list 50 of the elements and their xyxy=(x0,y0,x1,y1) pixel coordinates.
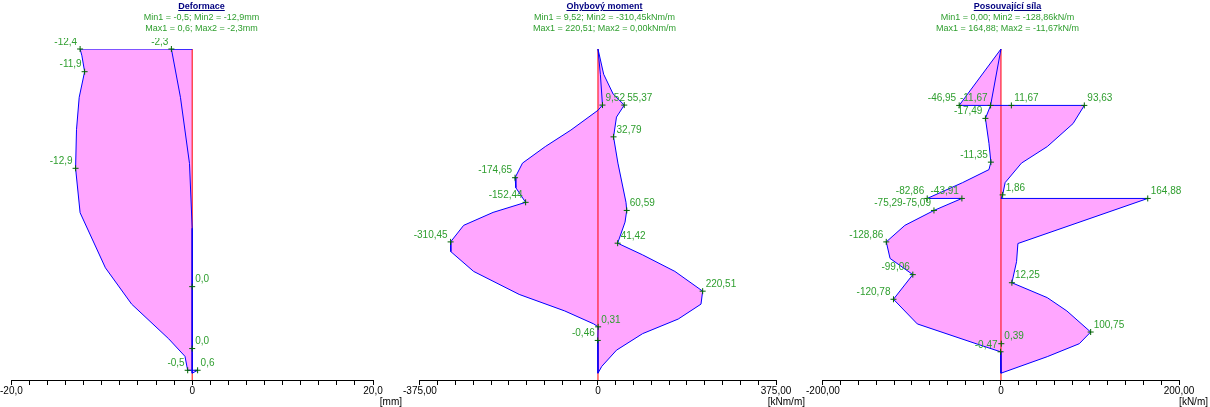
annotation: -310,45 xyxy=(413,228,449,240)
annotation: -11,35 xyxy=(960,148,989,160)
annotation: 100,75 xyxy=(1093,318,1125,330)
chart-subtitle: Min1 = 9,52; Min2 = -310,45kNm/m Max1 = 220,51; Max2 = 0,00kNm/m xyxy=(531,12,678,34)
annotation: 0,31 xyxy=(601,313,622,325)
chart-title: Posouvající síla xyxy=(972,1,1043,12)
annotation: 0,39 xyxy=(1004,330,1025,342)
annotation: -120,78 xyxy=(856,286,891,298)
x-axis-title: [mm] xyxy=(379,395,403,407)
annotation: 164,88 xyxy=(1150,185,1182,197)
annotation: -174,65 xyxy=(478,164,513,176)
annotation: -75,29-75,09 xyxy=(874,197,932,209)
x-tick-label: -200,00 xyxy=(806,384,841,396)
x-tick-label: 20,0 xyxy=(363,384,384,396)
annotation: -82,86 xyxy=(895,185,925,197)
annotation: -0,5 xyxy=(167,357,186,369)
annotation: -2,3 xyxy=(151,35,169,47)
annotation: 32,79 xyxy=(616,123,643,135)
x-tick-label: 375,00 xyxy=(760,384,792,396)
annotation: 0,6 xyxy=(200,357,215,369)
annotation: 41,42 xyxy=(620,229,647,241)
x-tick-label: -375,00 xyxy=(403,384,438,396)
annotation: 220,51 xyxy=(705,277,737,289)
annotation: 55,37 xyxy=(627,91,653,103)
chart-subtitle: Min1 = 0,00; Min2 = -128,86kN/m Max1 = 164,88; Max2 = -11,67kN/m xyxy=(935,12,1080,34)
x-axis-title: [kNm/m] xyxy=(767,395,806,407)
annotation: 0,0 xyxy=(195,273,210,285)
annotation: -0,46 xyxy=(571,327,596,339)
annotation: -12,4 xyxy=(54,35,78,47)
chart-subtitle: Min1 = -0,5; Min2 = -12,9mm Max1 = 0,6; Max2 = -2,3mm xyxy=(142,12,261,34)
annotation: 93,63 xyxy=(1087,92,1113,104)
annotation: -128,86 xyxy=(849,228,884,240)
annotation: -11,9 xyxy=(59,58,83,70)
annotation: 11,67 xyxy=(1014,92,1040,104)
chart-title: Deformace xyxy=(177,1,226,12)
annotation: -12,9 xyxy=(49,155,74,167)
chart-title: Ohybový moment xyxy=(565,1,644,12)
annotation: 1,86 xyxy=(1005,181,1026,193)
x-axis-title: [kN/m] xyxy=(1179,395,1209,407)
annotation: 0,0 xyxy=(195,335,210,347)
annotation: 60,59 xyxy=(629,197,656,209)
x-tick-label: -20,0 xyxy=(0,384,24,396)
x-tick-label: 0 xyxy=(189,384,196,396)
annotation: -0,47 xyxy=(974,338,998,350)
x-tick-label: 0 xyxy=(998,384,1005,396)
annotation: -46,95 xyxy=(927,92,957,104)
x-tick-label: 0 xyxy=(595,384,602,396)
annotation: 12,25 xyxy=(1014,269,1041,281)
x-tick-label: 200,00 xyxy=(1163,384,1195,396)
annotation: -17,49 xyxy=(954,105,983,117)
